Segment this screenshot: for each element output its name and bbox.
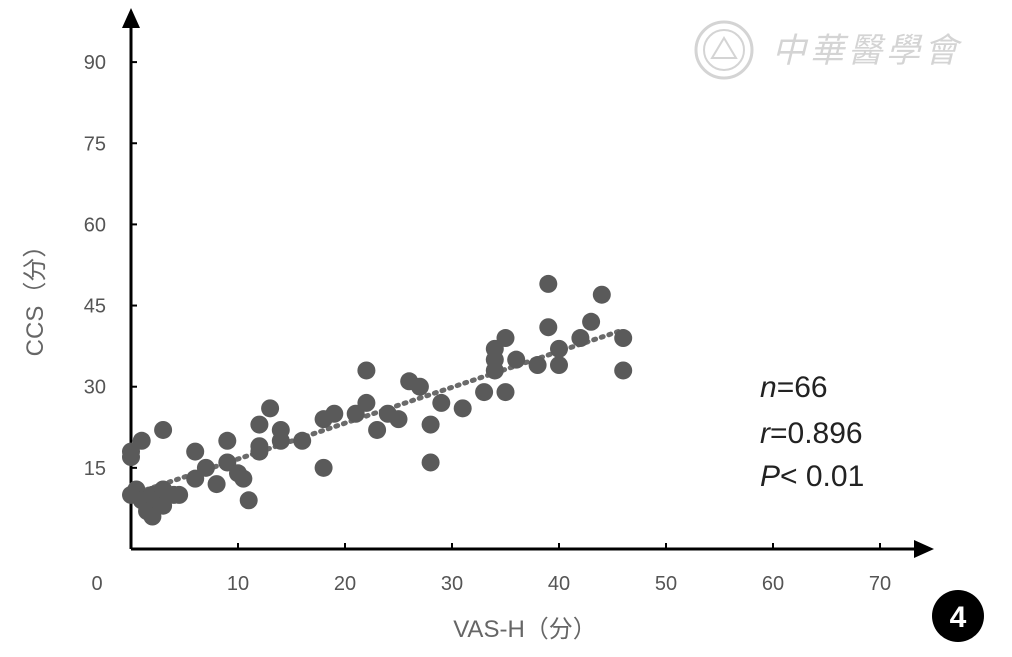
data-point bbox=[614, 329, 633, 348]
data-point bbox=[170, 485, 189, 504]
data-point bbox=[496, 383, 515, 402]
stat-n-symbol: n bbox=[760, 371, 777, 404]
data-point bbox=[357, 361, 376, 380]
data-point bbox=[592, 285, 611, 304]
data-point bbox=[132, 431, 151, 450]
stat-n-value: =66 bbox=[777, 371, 828, 404]
stat-r-symbol: r bbox=[760, 417, 771, 450]
data-point bbox=[186, 442, 205, 461]
x-axis-title: VAS-H（分） bbox=[453, 616, 597, 643]
y-tick-label: 45 bbox=[84, 296, 106, 318]
origin-label: 0 bbox=[91, 573, 102, 595]
stat-p-value: < 0.01 bbox=[780, 460, 864, 493]
data-points bbox=[122, 274, 633, 526]
watermark-seal-icon bbox=[694, 20, 754, 80]
data-point bbox=[218, 431, 237, 450]
figure-number: 4 bbox=[950, 601, 967, 634]
data-point bbox=[250, 415, 269, 434]
data-point bbox=[314, 458, 333, 477]
data-point bbox=[475, 383, 494, 402]
stat-r-value: =0.896 bbox=[770, 417, 863, 450]
data-point bbox=[357, 393, 376, 412]
data-point bbox=[239, 491, 258, 510]
watermark: 中華醫學會 bbox=[694, 20, 963, 80]
x-axis-ticks: 10 20 30 40 50 60 70 bbox=[227, 543, 891, 595]
y-axis-ticks: 15 30 45 60 75 90 bbox=[84, 52, 137, 480]
data-point bbox=[571, 329, 590, 348]
x-tick-label: 30 bbox=[441, 573, 463, 595]
data-point bbox=[528, 356, 547, 375]
data-point bbox=[507, 350, 526, 369]
data-point bbox=[410, 377, 429, 396]
stat-p-symbol: P bbox=[760, 460, 780, 493]
data-point bbox=[550, 339, 568, 358]
x-tick-label: 20 bbox=[334, 573, 356, 595]
x-axis-arrow-icon bbox=[914, 540, 934, 558]
data-point bbox=[539, 318, 558, 337]
x-tick-label: 70 bbox=[869, 573, 891, 595]
data-point bbox=[154, 420, 173, 439]
data-point bbox=[368, 420, 387, 439]
y-tick-label: 15 bbox=[84, 458, 106, 480]
watermark-text: 中華醫學會 bbox=[772, 31, 963, 71]
y-tick-label: 30 bbox=[84, 377, 106, 399]
data-point bbox=[539, 274, 558, 293]
y-tick-label: 60 bbox=[84, 214, 106, 236]
y-axis-arrow-icon bbox=[122, 8, 140, 28]
data-point bbox=[234, 469, 253, 488]
data-point bbox=[293, 431, 312, 450]
x-tick-label: 60 bbox=[762, 573, 784, 595]
stat-r: r=0.896 bbox=[760, 417, 863, 450]
statistics: n=66 r=0.896 P< 0.01 bbox=[760, 371, 864, 493]
data-point bbox=[325, 404, 344, 423]
data-point bbox=[614, 361, 633, 380]
data-point bbox=[453, 399, 472, 418]
figure-number-badge: 4 bbox=[932, 590, 984, 642]
data-point bbox=[582, 312, 601, 331]
data-point bbox=[432, 393, 451, 412]
data-point bbox=[271, 431, 290, 450]
stat-p: P< 0.01 bbox=[760, 460, 864, 493]
data-point bbox=[250, 437, 269, 456]
x-tick-label: 40 bbox=[548, 573, 570, 595]
x-tick-label: 10 bbox=[227, 573, 249, 595]
data-point bbox=[389, 410, 408, 429]
data-point bbox=[421, 453, 440, 472]
data-point bbox=[550, 356, 568, 375]
y-tick-label: 90 bbox=[84, 52, 106, 74]
y-axis-title: CCS（分） bbox=[22, 234, 49, 357]
data-point bbox=[196, 458, 215, 477]
data-point bbox=[207, 475, 226, 494]
data-point bbox=[421, 415, 440, 434]
data-point bbox=[496, 329, 515, 348]
data-point bbox=[261, 399, 280, 418]
y-tick-label: 75 bbox=[84, 133, 106, 155]
x-tick-label: 50 bbox=[655, 573, 677, 595]
stat-n: n=66 bbox=[760, 371, 828, 404]
